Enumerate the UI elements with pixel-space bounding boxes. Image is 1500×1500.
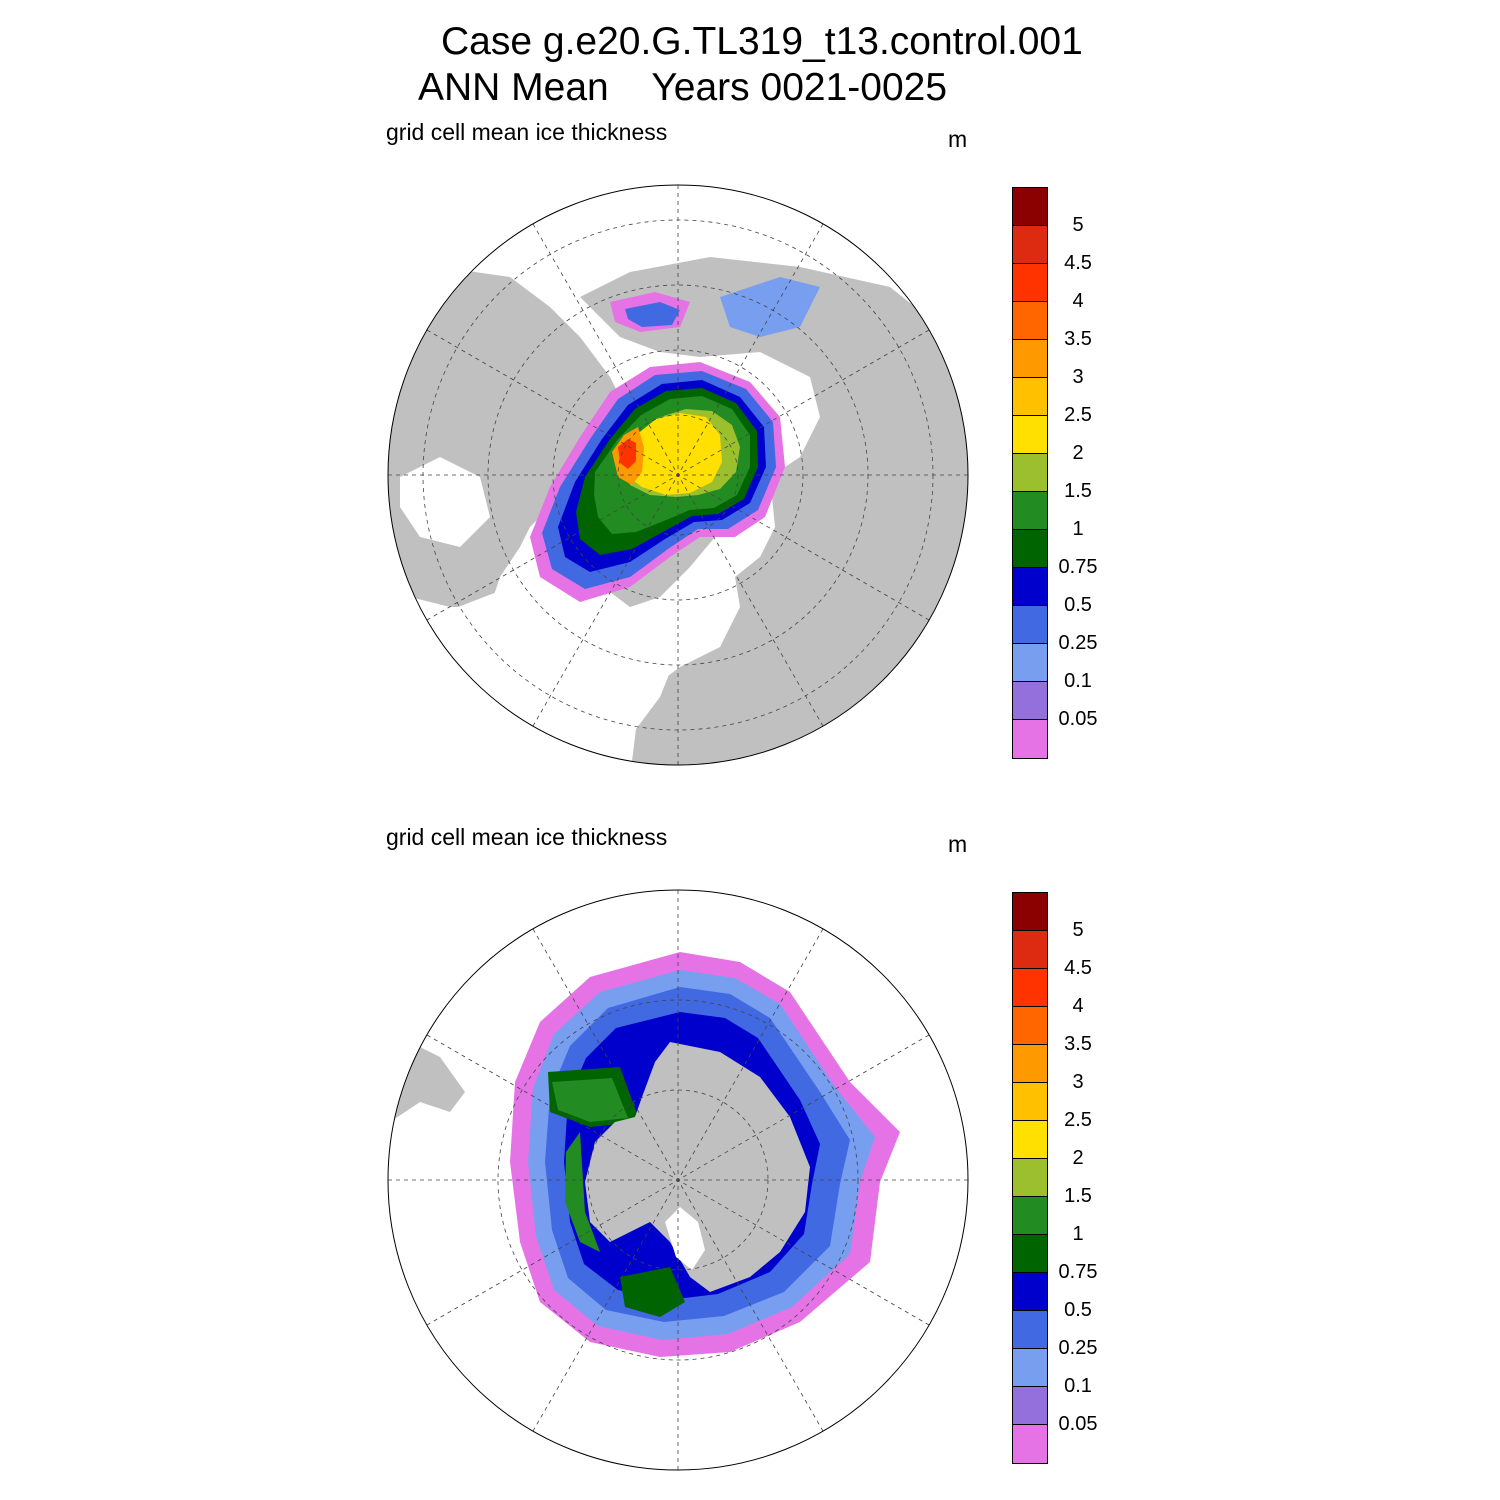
colorbar-swatch [1013,1311,1047,1349]
colorbar-swatch [1013,644,1047,682]
colorbar-tick-label: 4 [1072,290,1084,312]
colorbar-swatch [1013,378,1047,416]
north-panel-label: grid cell mean ice thickness [386,119,668,145]
colorbar-swatch [1013,1273,1047,1311]
arctic-ice-map [387,184,969,766]
colorbar-swatch [1013,893,1047,931]
colorbar-tick-label: 2.5 [1064,1109,1092,1131]
colorbar-swatch [1013,1197,1047,1235]
colorbar-tick-label: 0.25 [1058,632,1098,654]
land-eurasia [580,257,968,765]
colorbar-tick-label: 5 [1072,919,1084,941]
hudson-bay [400,457,490,547]
colorbar-swatch [1013,1007,1047,1045]
north-colorbar [1012,187,1048,759]
ice-ross-darkgreen [620,1267,685,1317]
colorbar-tick-label: 4 [1072,995,1084,1017]
colorbar-tick-label: 3.5 [1064,1033,1092,1055]
colorbar-tick-label: 3 [1072,1071,1084,1093]
map-border [387,184,969,766]
colorbar-swatch [1013,226,1047,264]
colorbar-swatch [1013,492,1047,530]
colorbar-tick-label: 3.5 [1064,328,1092,350]
colorbar-swatch [1013,606,1047,644]
colorbar-swatch [1013,1349,1047,1387]
ice-weddell-green [552,1078,628,1122]
colorbar-tick-label: 1.5 [1064,1185,1092,1207]
colorbar-swatch [1013,1235,1047,1273]
colorbar-tick-label: 0.5 [1064,594,1092,616]
colorbar-swatch [1013,1425,1047,1463]
colorbar-tick-label: 1 [1072,518,1084,540]
colorbar-tick-label: 1.5 [1064,480,1092,502]
antarctic-ice-map [387,889,969,1471]
colorbar-swatch [1013,1045,1047,1083]
colorbar-tick-label: 0.5 [1064,1299,1092,1321]
land-antarctica [585,1042,810,1292]
colorbar-swatch [1013,969,1047,1007]
colorbar-tick-label: 0.05 [1058,708,1098,730]
colorbar-swatch [1013,1083,1047,1121]
colorbar-tick-label: 0.25 [1058,1337,1098,1359]
colorbar-swatch [1013,416,1047,454]
ice-okhotsk [720,277,820,337]
colorbar-tick-label: 0.75 [1058,556,1098,578]
colorbar-swatch [1013,1387,1047,1425]
colorbar-swatch [1013,454,1047,492]
colorbar-tick-label: 5 [1072,214,1084,236]
south-panel-unit: m [948,831,968,857]
colorbar-swatch [1013,682,1047,720]
north-panel-unit: m [948,126,968,152]
ice-bering-blue [625,302,680,327]
colorbar-tick-label: 1 [1072,1223,1084,1245]
colorbar-swatch [1013,264,1047,302]
title-line-2: ANN Mean Years 0021-0025 [418,66,948,109]
colorbar-swatch [1013,1121,1047,1159]
colorbar-swatch [1013,720,1047,758]
colorbar-swatch [1013,302,1047,340]
colorbar-tick-label: 3 [1072,366,1084,388]
colorbar-tick-label: 0.05 [1058,1413,1098,1435]
ice-band-red [618,439,636,469]
colorbar-tick-label: 4.5 [1064,252,1092,274]
colorbar-swatch [1013,340,1047,378]
ross-ice-shelf [665,1207,705,1270]
colorbar-swatch [1013,568,1047,606]
colorbar-tick-label: 0.1 [1064,1375,1092,1397]
ice-coast-green [565,1132,600,1252]
colorbar-tick-label: 0.1 [1064,670,1092,692]
colorbar-swatch [1013,188,1047,226]
colorbar-tick-label: 0.75 [1058,1261,1098,1283]
colorbar-swatch [1013,530,1047,568]
title-line-1: Case g.e20.G.TL319_t13.control.001 [441,20,1083,63]
south-panel-label: grid cell mean ice thickness [386,824,668,850]
south-colorbar [1012,892,1048,1464]
colorbar-tick-label: 2 [1072,1147,1084,1169]
ice-band-yellow [620,413,722,495]
colorbar-tick-label: 2.5 [1064,404,1092,426]
colorbar-tick-label: 2 [1072,442,1084,464]
colorbar-swatch [1013,931,1047,969]
colorbar-tick-label: 4.5 [1064,957,1092,979]
colorbar-swatch [1013,1159,1047,1197]
